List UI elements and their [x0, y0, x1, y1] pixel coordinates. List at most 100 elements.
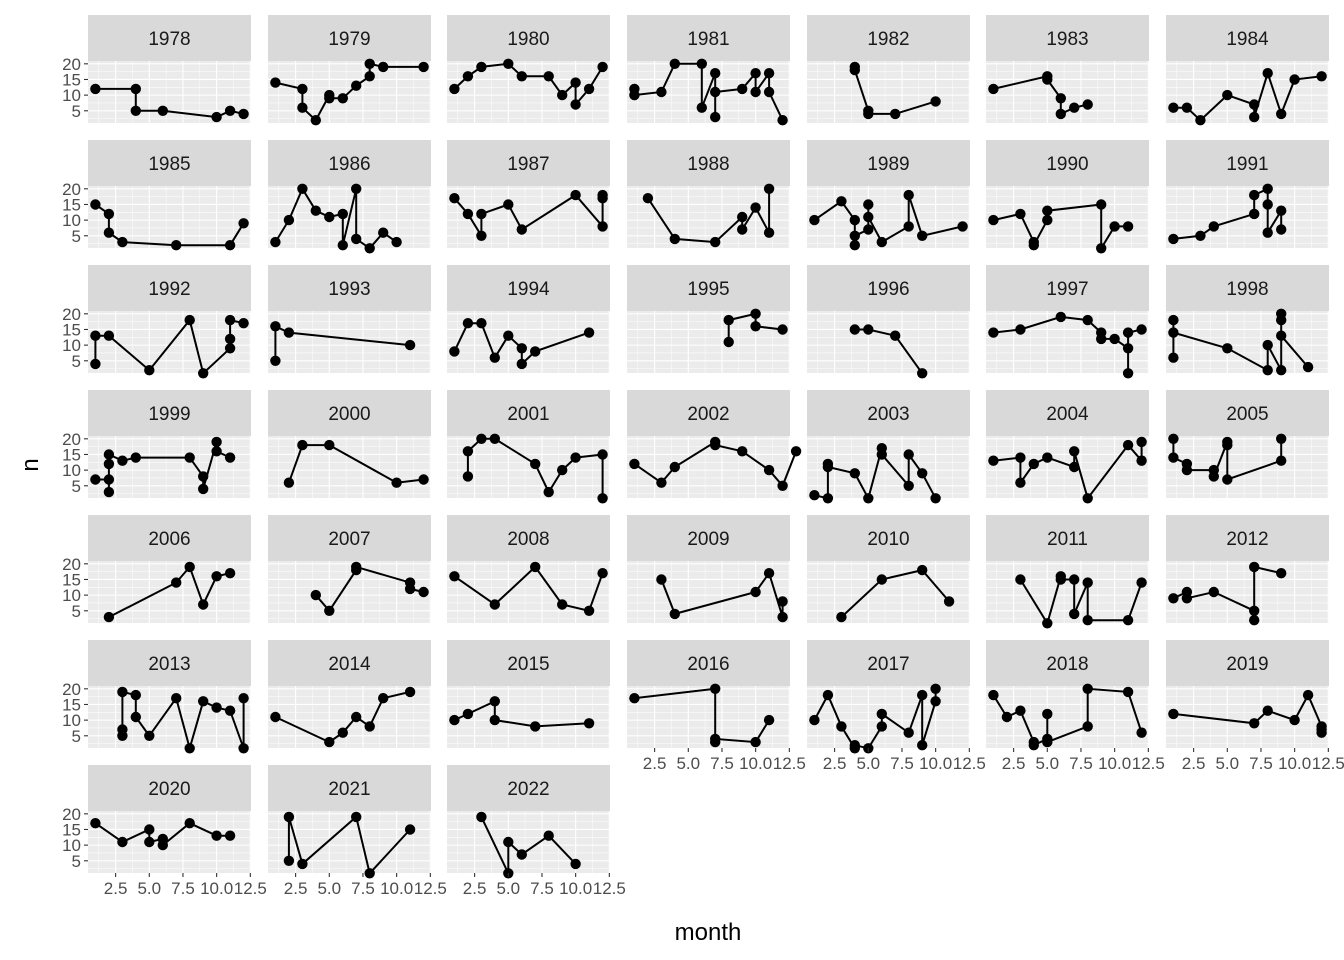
data-point [737, 83, 748, 95]
facet-panel-2017: 2017 2.5 5.0 7.5 10.0 12.5 [807, 640, 986, 773]
facet-strip-label: 1993 [328, 279, 370, 300]
data-point [1109, 221, 1120, 232]
data-point [583, 718, 595, 729]
data-point [1168, 708, 1179, 720]
facet-panel-2003: 2003 [807, 390, 970, 504]
facet-strip [807, 140, 970, 186]
data-point [570, 452, 581, 463]
data-point [1069, 461, 1080, 473]
data-point [1028, 240, 1040, 251]
data-point [516, 343, 527, 354]
facet-strip [986, 140, 1149, 186]
y-tick-label: 5 [72, 602, 81, 621]
data-point [1055, 311, 1067, 323]
facet-strip-label: 2021 [328, 779, 370, 800]
panel-grid [627, 311, 790, 373]
data-point [503, 836, 514, 848]
facet-panel-1983: 1983 [986, 15, 1149, 123]
data-point [1082, 721, 1093, 732]
y-tick-label: 20 [62, 805, 81, 824]
data-point [1136, 455, 1147, 466]
facet-strip-label: 1996 [867, 279, 909, 300]
x-tick-label: 5.0 [317, 879, 341, 898]
data-point [103, 449, 115, 460]
y-tick-label: 15 [62, 320, 81, 339]
facet-strip [447, 140, 610, 186]
y-tick-label: 5 [72, 477, 81, 496]
facet-strip [88, 140, 251, 186]
facet-strip [1166, 390, 1329, 436]
data-point [777, 115, 788, 126]
data-point [418, 61, 429, 73]
series-line [453, 193, 604, 240]
data-point [1276, 455, 1287, 466]
data-point [130, 83, 141, 95]
y-tick-label: 15 [62, 445, 81, 464]
data-point [723, 314, 734, 326]
data-point [238, 108, 249, 120]
x-tick-label: 12.5 [593, 879, 626, 898]
data-point [917, 740, 928, 751]
facet-strip [627, 265, 790, 311]
y-tick-label: 20 [62, 555, 81, 574]
data-point [489, 696, 500, 707]
data-point [597, 449, 608, 460]
data-point [1276, 433, 1287, 444]
facet-panel-2004: 2004 [986, 390, 1149, 504]
panel-grid [986, 686, 1149, 748]
data-point [351, 233, 362, 245]
data-point [476, 230, 487, 241]
facet-strip-label: 2013 [148, 654, 190, 675]
data-point [863, 493, 874, 504]
data-point [270, 711, 281, 723]
x-tick-label: 10.0 [1098, 754, 1131, 773]
data-point [710, 683, 721, 694]
x-tick-label: 5.0 [1035, 754, 1059, 773]
facet-panel-1987: 1987 [447, 140, 610, 248]
data-point [337, 240, 348, 251]
data-point [117, 236, 128, 248]
data-point [543, 71, 554, 82]
data-point [763, 183, 775, 194]
data-point [1262, 227, 1273, 238]
facet-strip [807, 265, 970, 311]
data-point [462, 71, 474, 82]
data-point [391, 477, 402, 488]
facet-strip [1166, 640, 1329, 686]
data-point [103, 611, 115, 623]
x-tick-label: 5.0 [856, 754, 880, 773]
data-point [1168, 102, 1179, 113]
data-point [1249, 718, 1260, 729]
data-point [1055, 574, 1067, 585]
data-point [1122, 221, 1134, 232]
facet-strip [88, 265, 251, 311]
data-point [198, 368, 209, 379]
panel-background [268, 436, 431, 498]
data-point [449, 571, 460, 582]
data-point [351, 811, 362, 823]
data-point [1082, 683, 1093, 694]
data-point [378, 61, 389, 73]
data-point [283, 477, 295, 488]
data-point [224, 105, 236, 117]
facet-panel-2000: 2000 [268, 390, 431, 498]
facet-strip [807, 390, 970, 436]
facet-panel-1991: 1991 [1166, 140, 1329, 248]
facet-panel-2018: 2018 2.5 5.0 7.5 10.0 12.5 [986, 640, 1165, 773]
data-point [988, 83, 999, 95]
y-tick-label: 10 [62, 211, 81, 230]
data-point [890, 108, 901, 120]
data-point [337, 727, 348, 738]
panel-grid [88, 686, 251, 748]
data-point [1302, 689, 1314, 701]
data-point [750, 86, 761, 98]
panel-background [807, 561, 970, 623]
facet-strip-label: 2017 [867, 654, 909, 675]
facet-strip-label: 2004 [1046, 404, 1089, 425]
data-point [404, 686, 416, 698]
data-point [1082, 493, 1093, 504]
data-point [1208, 221, 1220, 232]
series-line [274, 324, 411, 361]
